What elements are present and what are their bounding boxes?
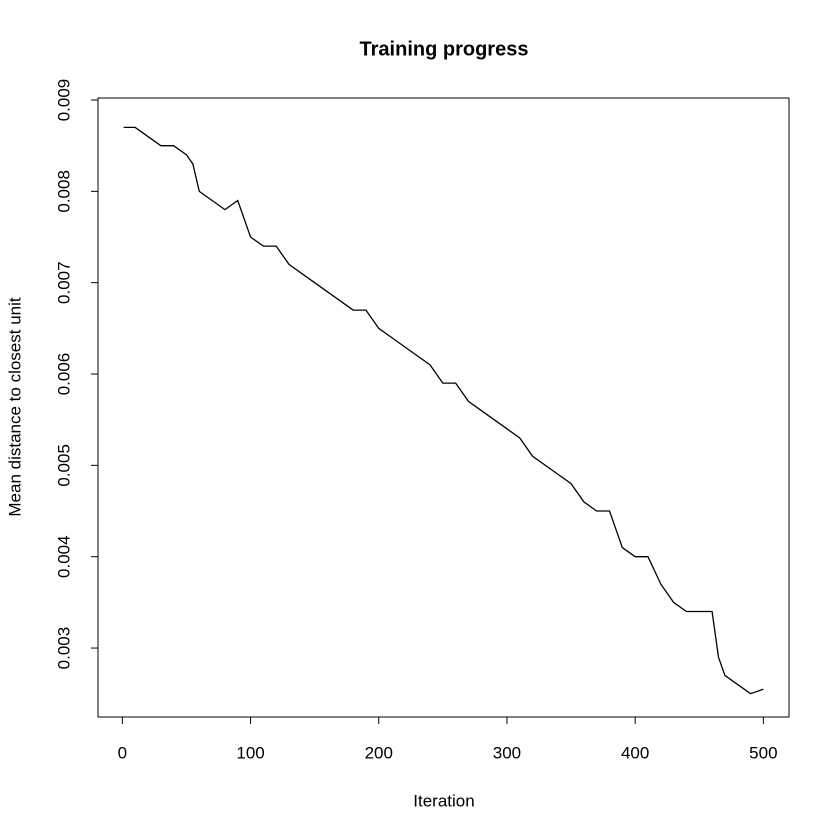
y-tick-label: 0.007 <box>54 261 73 304</box>
x-tick-label: 0 <box>118 743 127 762</box>
chart-title: Training progress <box>360 38 529 60</box>
y-tick-label: 0.006 <box>54 353 73 396</box>
y-axis-label: Mean distance to closest unit <box>5 297 24 517</box>
y-tick-label: 0.009 <box>54 79 73 122</box>
x-tick-label: 100 <box>236 743 264 762</box>
y-tick-label: 0.003 <box>54 627 73 670</box>
x-tick-label: 200 <box>365 743 393 762</box>
y-tick-label: 0.004 <box>54 535 73 578</box>
x-tick-label: 500 <box>749 743 777 762</box>
x-axis-label: Iteration <box>413 791 474 810</box>
x-tick-label: 300 <box>493 743 521 762</box>
plot-frame <box>97 97 790 718</box>
y-tick-label: 0.008 <box>54 170 73 213</box>
x-tick-label: 400 <box>621 743 649 762</box>
y-tick-label: 0.005 <box>54 444 73 487</box>
data-line <box>123 126 764 695</box>
